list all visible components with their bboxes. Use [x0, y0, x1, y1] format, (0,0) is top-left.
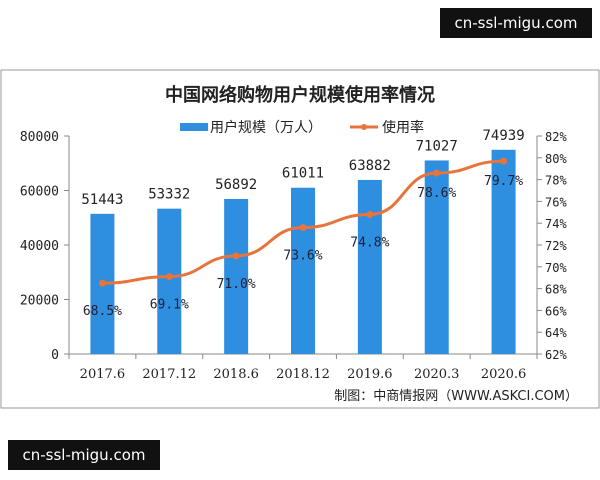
rate-point — [165, 273, 173, 281]
right-tick-label: 64% — [545, 326, 567, 340]
rate-value-label: 71.0% — [217, 277, 256, 292]
legend-line-marker — [361, 124, 367, 130]
bar — [291, 187, 315, 354]
right-tick-label: 68% — [545, 283, 567, 297]
bar-value-label: 61011 — [282, 166, 324, 182]
x-tick-label: 2017.6 — [80, 367, 126, 382]
rate-point — [98, 279, 106, 287]
watermark-banner-bottom: cn-ssl-migu.com — [8, 440, 160, 470]
rate-value-label: 69.1% — [150, 298, 189, 313]
rate-value-label: 73.6% — [283, 249, 322, 264]
right-tick-label: 70% — [545, 261, 567, 275]
bar-value-label: 56892 — [215, 177, 257, 193]
right-tick-label: 74% — [545, 217, 567, 231]
source-note: 制图：中商情报网（WWW.ASKCI.COM） — [334, 389, 578, 404]
left-tick-label: 80000 — [20, 130, 59, 145]
rate-point — [366, 210, 374, 218]
x-tick-label: 2019.6 — [347, 367, 393, 382]
rate-value-label: 68.5% — [83, 304, 122, 319]
rate-value-label: 78.6% — [417, 186, 456, 201]
rate-value-label: 74.8% — [350, 235, 389, 250]
bar-value-label: 53332 — [148, 187, 190, 203]
rate-value-label: 79.7% — [484, 174, 523, 189]
bar — [357, 179, 382, 354]
left-tick-label: 20000 — [20, 294, 59, 309]
x-tick-label: 2018.6 — [213, 367, 259, 382]
bar — [224, 198, 249, 354]
left-tick-label: 0 — [51, 348, 59, 363]
rate-point — [299, 224, 307, 232]
rate-point — [433, 169, 441, 177]
bar-value-label: 74939 — [482, 128, 524, 144]
right-tick-label: 78% — [545, 174, 567, 188]
bar-value-label: 63882 — [349, 158, 391, 174]
bar — [491, 149, 516, 354]
right-tick-label: 76% — [545, 195, 567, 209]
right-tick-label: 72% — [545, 239, 567, 253]
x-tick-label: 2017.12 — [142, 367, 196, 382]
legend-line-label: 使用率 — [382, 119, 424, 136]
left-tick-label: 60000 — [20, 185, 59, 200]
bar — [424, 160, 449, 354]
rate-point — [232, 252, 240, 260]
bar-value-label: 51443 — [81, 192, 123, 208]
left-tick-label: 40000 — [20, 239, 59, 254]
rate-point — [500, 157, 508, 165]
x-tick-label: 2018.12 — [276, 367, 330, 382]
bar — [157, 208, 182, 354]
right-tick-label: 66% — [545, 304, 567, 318]
watermark-banner-top: cn-ssl-migu.com — [440, 8, 592, 38]
right-tick-label: 80% — [545, 152, 567, 166]
legend-bar-label: 用户规模（万人） — [210, 119, 322, 136]
right-tick-label: 82% — [545, 130, 567, 144]
right-tick-label: 62% — [545, 348, 567, 362]
x-tick-label: 2020.6 — [481, 367, 527, 382]
x-tick-label: 2020.3 — [414, 367, 460, 382]
bar-value-label: 71027 — [416, 138, 458, 154]
chart-title: 中国网络购物用户规模使用率情况 — [165, 84, 435, 106]
legend-bar-swatch — [180, 123, 208, 131]
